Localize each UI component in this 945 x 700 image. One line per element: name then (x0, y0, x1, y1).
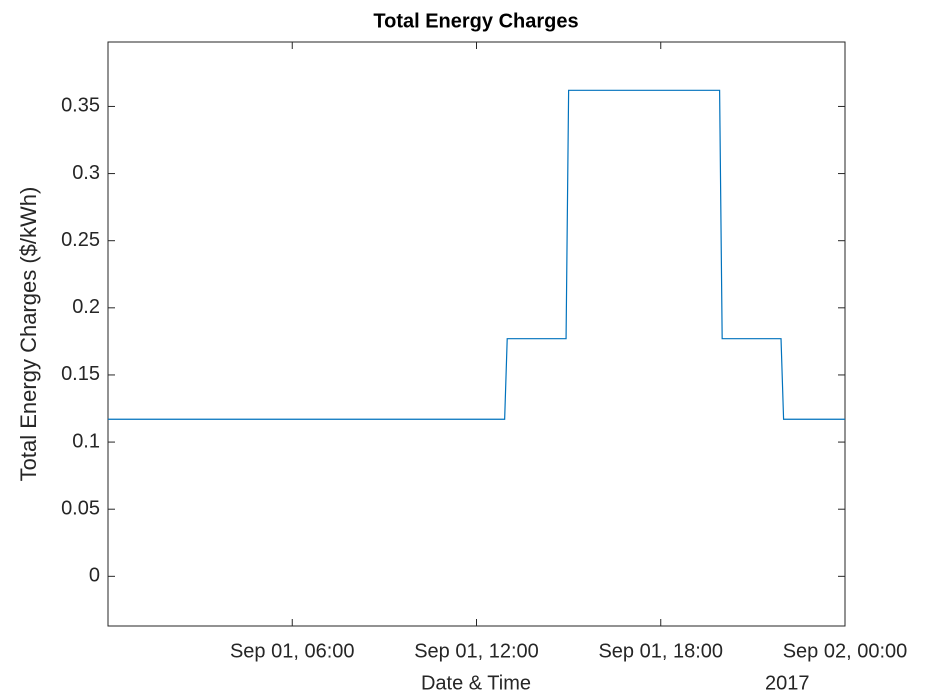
y-tick-label: 0.15 (61, 363, 100, 385)
x-tick-label: Sep 01, 18:00 (598, 640, 723, 662)
y-tick-label: 0 (89, 565, 100, 587)
y-tick-label: 0.3 (72, 162, 100, 184)
y-tick-label: 0.35 (61, 95, 100, 117)
y-axis-label: Total Energy Charges ($/kWh) (16, 187, 41, 482)
x-axis-label: Date & Time (421, 672, 531, 694)
plot-box (107, 41, 846, 627)
y-tick-label: 0.05 (61, 497, 100, 519)
x-secondary-label: 2017 (765, 672, 810, 694)
x-tick-label: Sep 01, 12:00 (414, 640, 539, 662)
chart-title: Total Energy Charges (373, 10, 578, 32)
x-tick-label: Sep 01, 06:00 (230, 640, 355, 662)
x-tick-label: Sep 02, 00:00 (783, 640, 908, 662)
y-tick-label: 0.25 (61, 229, 100, 251)
y-tick-label: 0.1 (72, 430, 100, 452)
line-series (108, 89, 845, 420)
y-tick-label: 0.2 (72, 296, 100, 318)
